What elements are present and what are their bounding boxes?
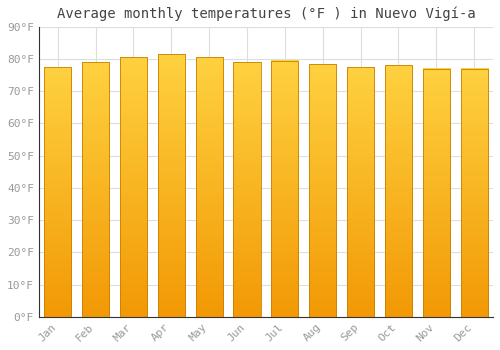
- Bar: [82, 62, 109, 317]
- Bar: [309, 64, 336, 317]
- Bar: [44, 67, 72, 317]
- Bar: [460, 69, 488, 317]
- Bar: [120, 57, 147, 317]
- Bar: [271, 61, 298, 317]
- Bar: [385, 65, 412, 317]
- Title: Average monthly temperatures (°F ) in Nuevo Vigí-a: Average monthly temperatures (°F ) in Nu…: [56, 7, 476, 21]
- Bar: [196, 57, 223, 317]
- Bar: [347, 67, 374, 317]
- Bar: [158, 54, 185, 317]
- Bar: [422, 69, 450, 317]
- Bar: [234, 62, 260, 317]
